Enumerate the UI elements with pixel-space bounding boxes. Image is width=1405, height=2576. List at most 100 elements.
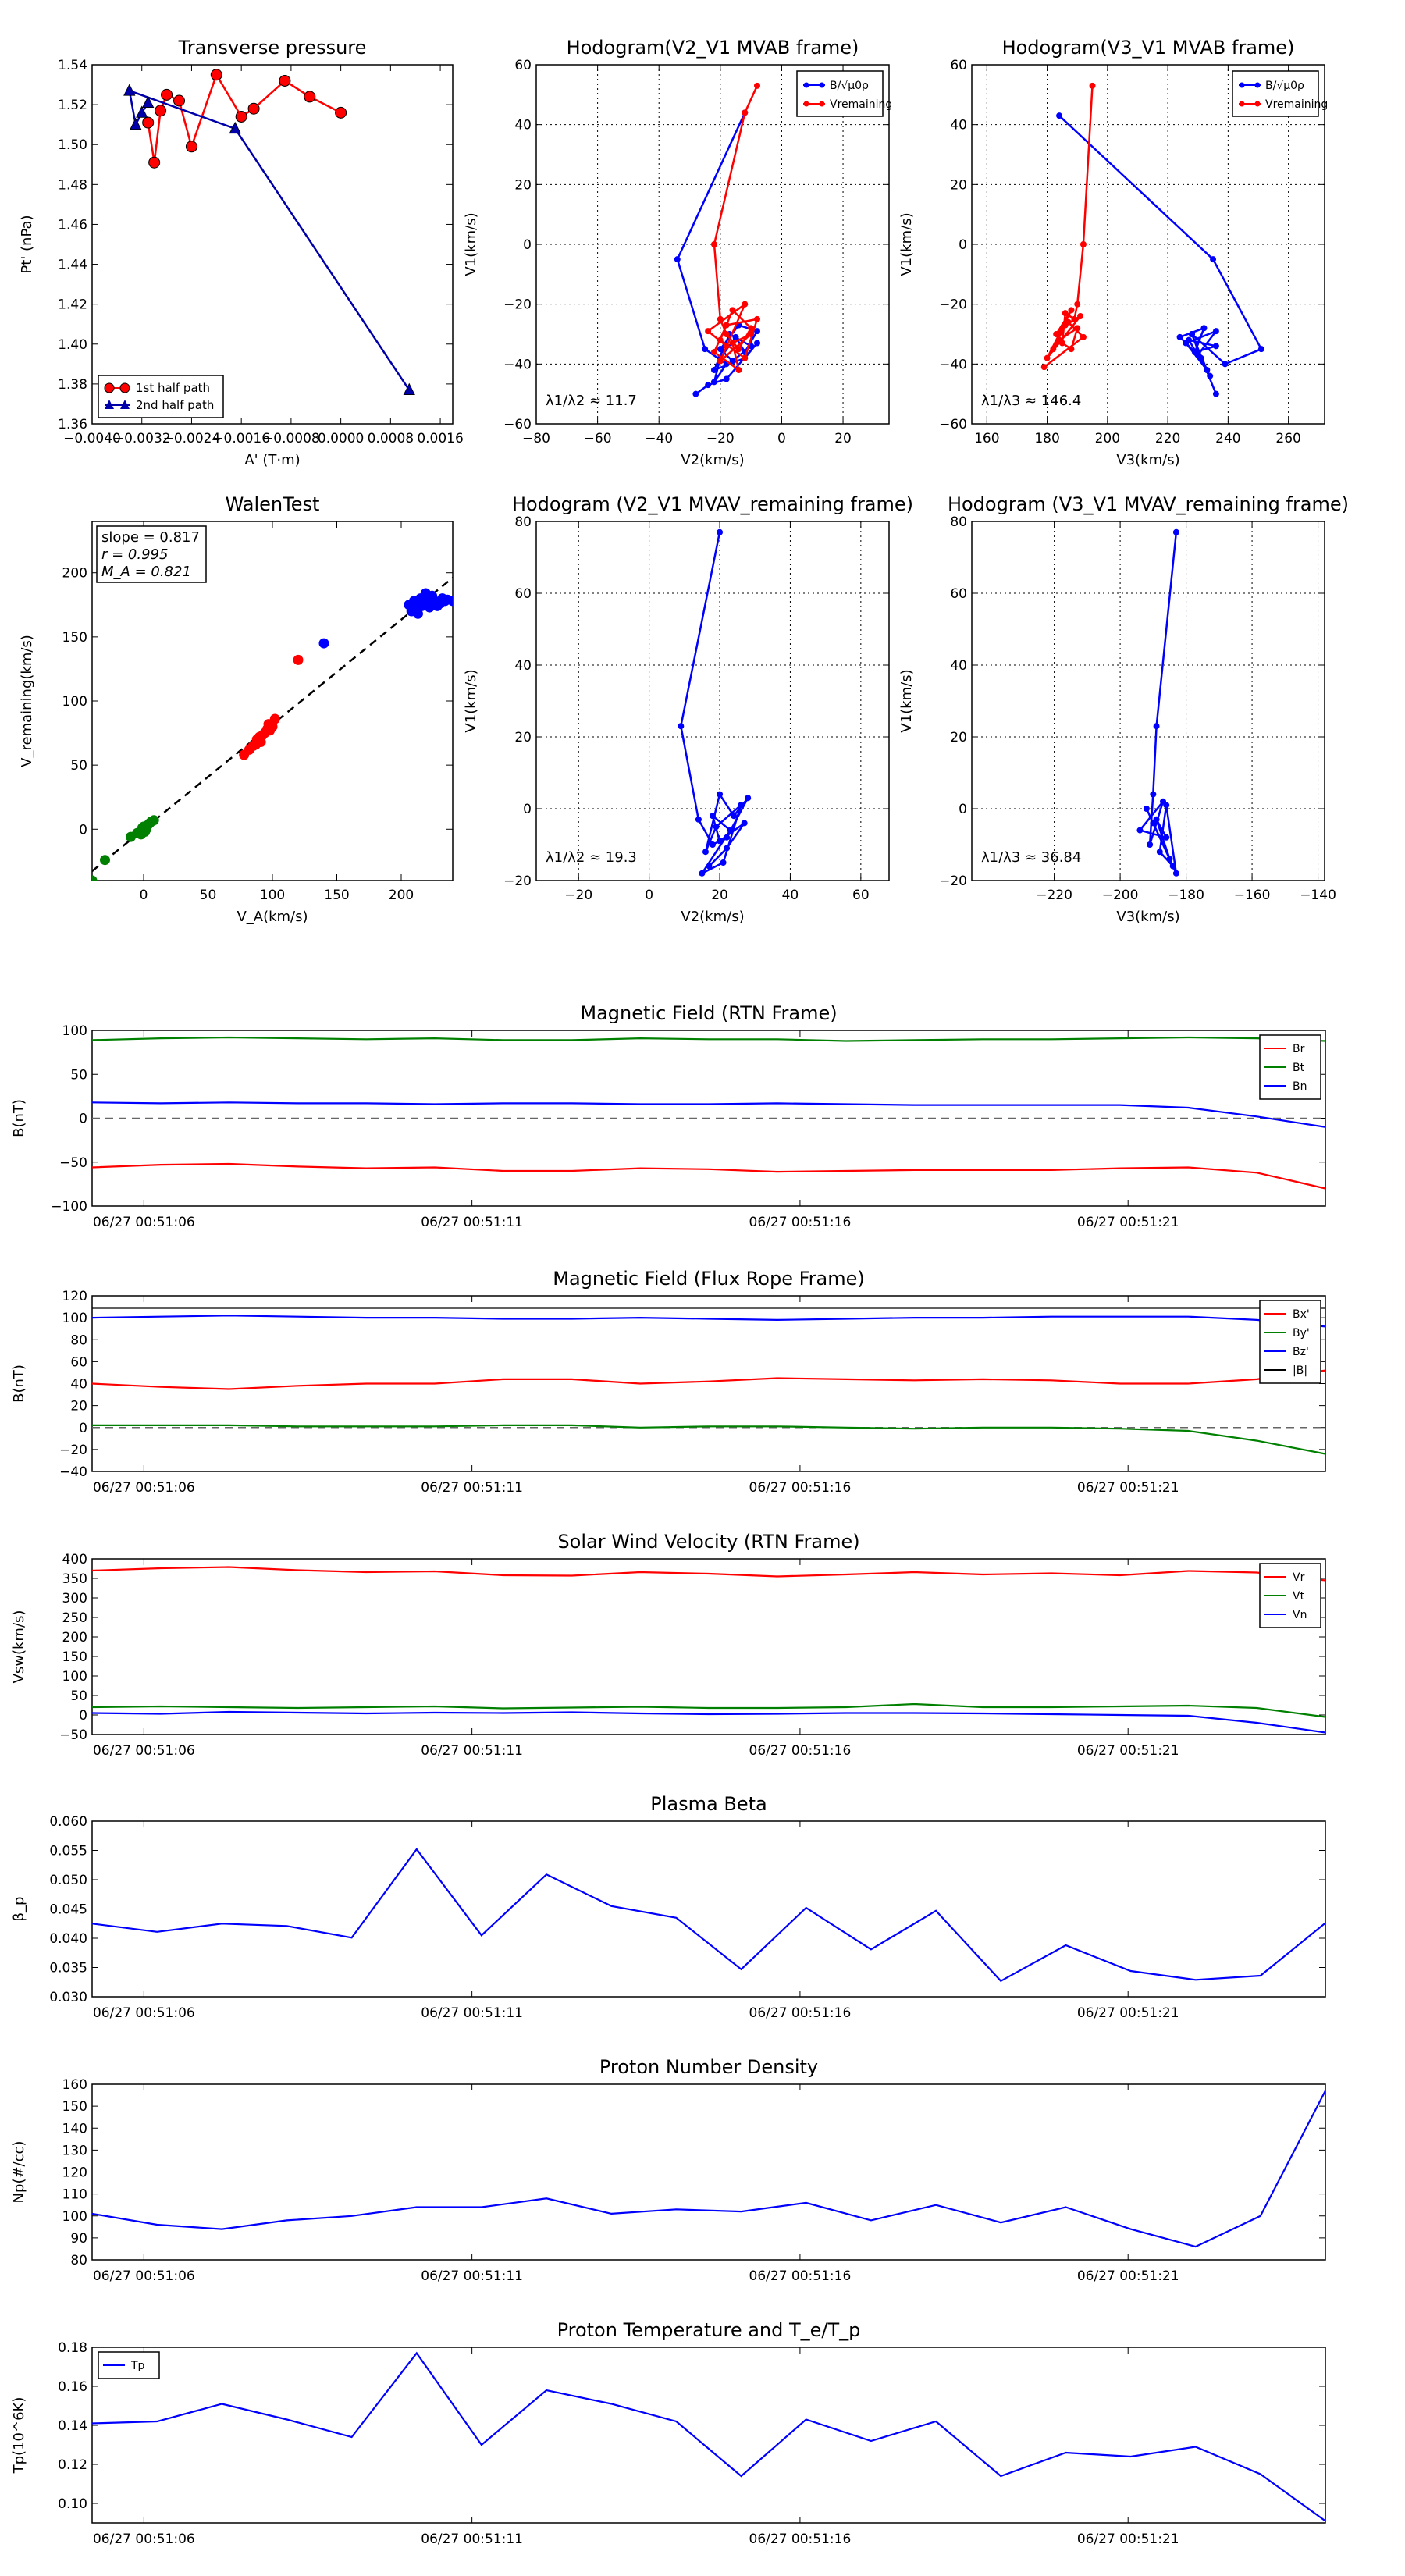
legend-frame xyxy=(796,70,884,117)
y-tick-label: 0 xyxy=(79,1708,87,1724)
data-point xyxy=(1257,346,1264,353)
data-point-blue xyxy=(318,638,329,649)
y-axis-label: V1(km/s) xyxy=(898,669,915,732)
legend-label: Tp xyxy=(130,2360,145,2372)
data-point-green xyxy=(144,819,155,830)
y-axis-label: V1(km/s) xyxy=(463,669,479,732)
time-tick-label: 06/27 00:51:06 xyxy=(93,1215,195,1230)
data-point xyxy=(1056,112,1063,119)
time-tick-label: 06/27 00:51:21 xyxy=(1077,1743,1179,1759)
data-point xyxy=(732,333,739,340)
y-tick-label: 60 xyxy=(514,58,532,73)
time-tick-label: 06/27 00:51:11 xyxy=(421,2532,523,2547)
legend-marker xyxy=(1254,82,1261,88)
y-tick-label: 20 xyxy=(950,730,967,745)
series-line-Vn xyxy=(92,1710,1325,1734)
data-point xyxy=(1169,863,1176,870)
chart-hodo_v3_mvab: −60 −40 −20 0 20 40 60 160 180 200 220 240 260 Hodogr… xyxy=(898,37,1328,468)
data-point xyxy=(748,325,755,332)
data-point xyxy=(1080,241,1087,247)
data-point xyxy=(753,82,760,89)
y-tick-label: 0 xyxy=(79,1112,87,1127)
x-axis-label: V2(km/s) xyxy=(681,909,744,925)
data-point xyxy=(1212,343,1219,350)
time-tick-label: 06/27 00:51:21 xyxy=(1077,2532,1179,2547)
data-point-circle xyxy=(210,69,222,81)
y-tick-label: 0.060 xyxy=(49,1814,87,1830)
y-tick-label: −20 xyxy=(503,297,532,313)
data-point xyxy=(742,354,749,361)
y-tick-label: 1.44 xyxy=(58,258,87,273)
chart-hodo_v2_mvav: −20 0 20 40 60 80 −20 0 20 40 60 Hodogram (V2_V1 MV… xyxy=(463,493,913,925)
y-tick-label: 0.040 xyxy=(49,1931,87,1947)
data-point xyxy=(1040,364,1048,371)
y-tick-label: 100 xyxy=(62,2209,87,2225)
data-point-circle xyxy=(148,156,161,169)
chart-title: Proton Number Density xyxy=(599,2056,818,2078)
y-tick-label: 300 xyxy=(62,1591,87,1606)
y-axis-label: V1(km/s) xyxy=(463,212,479,276)
data-point xyxy=(1204,367,1211,373)
legend-marker xyxy=(819,101,825,107)
axes-frame xyxy=(91,1820,1326,1998)
y-tick-label: 80 xyxy=(70,2253,87,2268)
legend-label: 1st half path xyxy=(136,381,210,395)
data-point xyxy=(710,349,717,355)
data-point xyxy=(1222,361,1229,368)
y-tick-label: 1.38 xyxy=(58,377,87,393)
time-tick-label: 06/27 00:51:21 xyxy=(1077,2005,1179,2021)
data-point-circle xyxy=(304,91,316,103)
data-point xyxy=(1089,82,1096,89)
data-point xyxy=(702,849,709,856)
y-tick-label: 120 xyxy=(62,2165,87,2181)
data-point xyxy=(710,241,717,247)
data-point xyxy=(735,367,742,373)
x-axis-label: A' (T·m) xyxy=(244,452,300,468)
data-point xyxy=(729,358,736,365)
y-tick-label: 0.035 xyxy=(49,1961,87,1976)
y-axis-label: β_p xyxy=(11,1897,27,1922)
legend-frame xyxy=(1259,1300,1321,1384)
data-point-circle xyxy=(335,106,347,119)
chart-vsw: −50 0 50 100 150 200 250 300 350 400 Solar Wind Ve… xyxy=(11,1531,1326,1759)
time-tick-label: 06/27 00:51:06 xyxy=(93,2532,195,2547)
data-point xyxy=(1074,301,1081,308)
data-point xyxy=(1150,791,1157,798)
y-tick-label: −50 xyxy=(59,1727,87,1743)
y-tick-label: 0.030 xyxy=(49,1990,87,2005)
data-point xyxy=(1186,336,1193,343)
data-point xyxy=(674,256,681,263)
x-tick-label: 160 xyxy=(974,431,999,447)
chart-title: Hodogram(V2_V1 MVAB frame) xyxy=(567,37,859,59)
data-point-red xyxy=(263,719,274,730)
data-point-triangle xyxy=(403,382,415,395)
y-tick-label: 0.12 xyxy=(58,2457,87,2473)
y-tick-label: −60 xyxy=(503,417,532,432)
plot-area xyxy=(674,82,760,397)
y-tick-label: 20 xyxy=(70,1399,87,1414)
data-point xyxy=(1065,318,1072,326)
y-tick-label: −20 xyxy=(939,873,967,889)
axes-frame xyxy=(971,64,1325,425)
time-tick-label: 06/27 00:51:11 xyxy=(421,1480,523,1496)
chart-pt: 1.36 1.38 1.40 1.42 1.44 1.46 1.48 1.50 1.52 1.54… xyxy=(19,37,464,468)
legend-label: Vt xyxy=(1293,1590,1305,1603)
data-point xyxy=(1176,333,1183,340)
eigen-ratio-annotation: λ1/λ2 ≈ 19.3 xyxy=(546,849,637,866)
data-point-red xyxy=(293,654,304,665)
y-tick-label: 150 xyxy=(62,1649,87,1665)
y-tick-label: 40 xyxy=(70,1377,87,1393)
plot-area xyxy=(92,1848,1325,1983)
data-point-blue xyxy=(412,608,423,619)
data-point xyxy=(1163,802,1170,809)
data-point xyxy=(1163,834,1170,841)
x-tick-label: 240 xyxy=(1215,431,1240,447)
legend-marker-triangle xyxy=(120,400,130,409)
y-tick-label: 1.50 xyxy=(58,137,87,153)
y-axis-label: Tp(10^6K) xyxy=(11,2397,27,2475)
legend-marker xyxy=(1239,82,1245,88)
y-tick-label: 50 xyxy=(70,1067,87,1083)
series-line-Br xyxy=(92,1162,1325,1190)
y-tick-label: 1.48 xyxy=(58,177,87,193)
